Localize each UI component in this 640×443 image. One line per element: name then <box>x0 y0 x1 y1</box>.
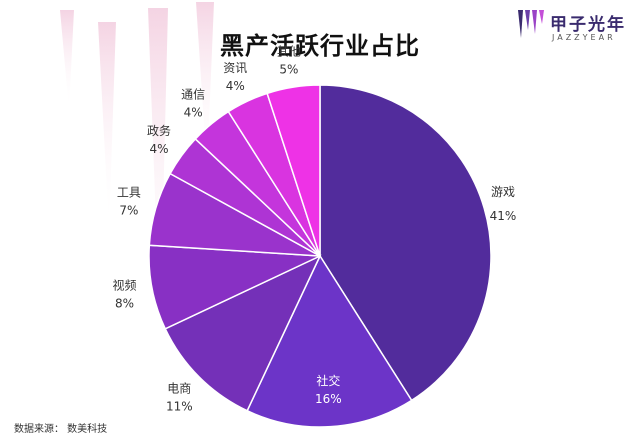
slice-label-6: 通信 <box>181 88 205 102</box>
slice-value-2: 11% <box>166 400 193 414</box>
slice-label-0: 游戏 <box>491 185 515 199</box>
slice-value-3: 8% <box>115 296 134 310</box>
slice-value-4: 7% <box>119 203 138 217</box>
slice-value-6: 4% <box>184 106 203 120</box>
slice-value-0: 41% <box>490 209 517 223</box>
pie-slice-1 <box>246 254 413 428</box>
slice-value-7: 4% <box>226 79 245 93</box>
slice-value-5: 4% <box>149 142 168 156</box>
logo-sub: JAZZYEAR <box>552 33 616 42</box>
slice-value-1: 16% <box>315 392 342 406</box>
slice-label-2: 电商 <box>167 381 191 396</box>
logo-name: 甲子光年 <box>550 15 626 35</box>
brand-logo: 甲子光年 JAZZYEAR <box>516 8 626 48</box>
chart-title: 黑产活跃行业占比 <box>220 32 420 60</box>
slice-label-8: 其他 <box>277 44 301 58</box>
pie-slice-2 <box>164 254 322 412</box>
slice-label-7: 资讯 <box>223 61 247 75</box>
deco-spike <box>60 10 74 110</box>
slice-label-5: 政务 <box>147 123 171 138</box>
slice-label-1: 社交 <box>316 373 340 388</box>
pie-slice-0 <box>319 84 492 402</box>
deco-spike <box>196 2 214 170</box>
slice-label-3: 视频 <box>113 277 137 292</box>
slice-label-4: 工具 <box>117 185 141 199</box>
pie-slice-8 <box>266 84 321 257</box>
deco-spike <box>148 8 168 330</box>
logo-mark-icon <box>518 10 544 38</box>
slice-value-8: 5% <box>279 62 298 76</box>
data-source: 数据来源： 数美科技 <box>14 424 108 435</box>
deco-spike <box>98 22 116 230</box>
